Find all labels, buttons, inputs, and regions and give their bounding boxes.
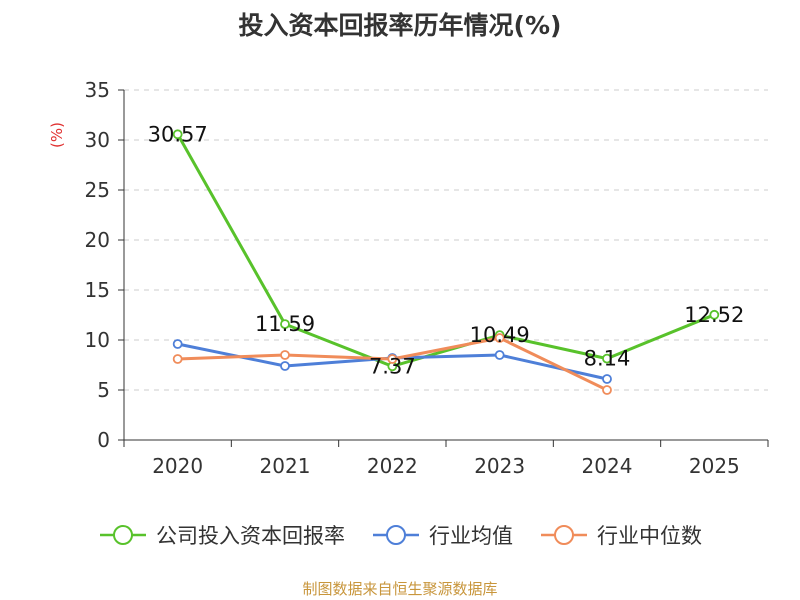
data-point [602, 353, 612, 364]
series-line [176, 133, 715, 368]
data-point [602, 374, 612, 384]
data-label: 7.37 [369, 354, 416, 378]
y-tick-label: 0 [97, 428, 110, 452]
legend-label-company: 公司投入资本回报率 [156, 524, 345, 548]
data-point [387, 354, 398, 364]
legend-line-marker-icon [541, 525, 587, 545]
legend-line-marker-icon [100, 525, 146, 545]
data-label: 8.14 [584, 347, 631, 371]
legend-label-industry-median: 行业中位数 [597, 524, 702, 548]
x-tick-label: 2023 [474, 454, 525, 478]
x-tick-label: 2020 [152, 454, 203, 478]
x-tick-label: 2022 [367, 454, 418, 478]
data-point [280, 350, 290, 360]
y-tick-label: 35 [85, 78, 110, 102]
y-tick-label: 20 [85, 228, 110, 252]
data-point [172, 354, 183, 364]
data-label: 11.59 [255, 312, 315, 336]
data-point [494, 350, 505, 360]
source-note: 制图数据来自恒生聚源数据库 [302, 580, 498, 598]
data-point [494, 333, 505, 343]
legend-item-industry-mean[interactable]: 行业均值 [371, 520, 513, 550]
data-label: 10.49 [470, 323, 530, 347]
legend-label-industry-mean: 行业均值 [429, 524, 513, 548]
legend: 公司投入资本回报率 行业均值 行业中位数 [0, 520, 800, 550]
data-point [280, 319, 290, 330]
x-tick-label: 2021 [260, 454, 311, 478]
data-label: 12.52 [684, 303, 744, 327]
legend-item-industry-median[interactable]: 行业中位数 [539, 520, 702, 550]
data-labels: 30.57 11.59 7.37 10.49 8.14 12.52 [148, 122, 745, 378]
y-tick-label: 5 [97, 378, 110, 402]
data-point [602, 385, 612, 395]
data-point [280, 361, 290, 371]
legend-item-company[interactable]: 公司投入资本回报率 [98, 520, 345, 550]
legend-line-marker-icon [373, 525, 419, 545]
x-tick-label: 2024 [582, 454, 633, 478]
y-tick-label: 15 [85, 278, 110, 302]
data-point [172, 339, 183, 349]
data-label: 30.57 [148, 122, 208, 146]
y-tick-label: 25 [85, 178, 110, 202]
chart-title: 投入资本回报率历年情况(%) [238, 11, 562, 40]
y-tick-label: 30 [85, 128, 110, 152]
x-tick-label: 2025 [689, 454, 740, 478]
series [172, 129, 720, 395]
data-point [709, 309, 720, 320]
data-point [172, 129, 183, 140]
grid-lines [124, 89, 768, 391]
y-tick-label: 10 [85, 328, 110, 352]
